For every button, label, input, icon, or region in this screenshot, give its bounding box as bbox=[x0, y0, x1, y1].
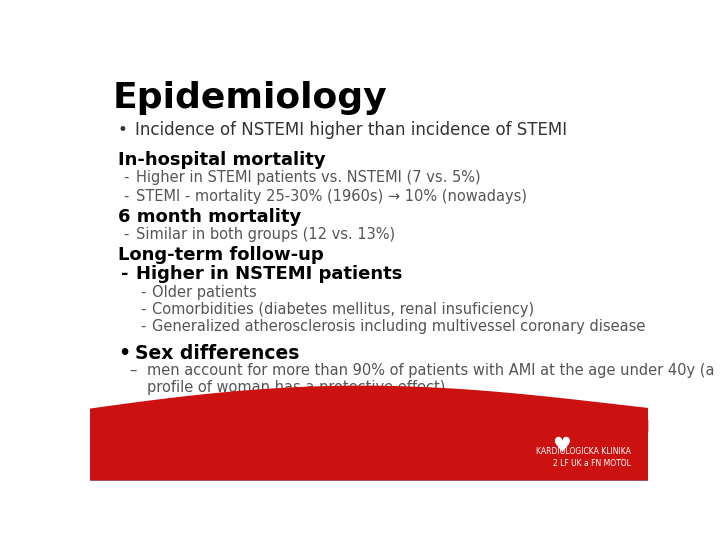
Text: •: • bbox=[118, 121, 127, 139]
Text: Higher in NSTEMI patients: Higher in NSTEMI patients bbox=[136, 266, 402, 284]
Text: Epidemiology: Epidemiology bbox=[112, 82, 387, 116]
Text: Long-term follow-up: Long-term follow-up bbox=[118, 246, 324, 264]
Text: •: • bbox=[118, 401, 130, 420]
Text: Similar in both groups (12 vs. 13%): Similar in both groups (12 vs. 13%) bbox=[136, 227, 395, 242]
Text: Sex differences: Sex differences bbox=[135, 344, 299, 363]
Text: Incidence of NSTEMI higher than incidence of STEMI: Incidence of NSTEMI higher than incidenc… bbox=[135, 121, 567, 139]
Text: 6 month mortality: 6 month mortality bbox=[118, 208, 301, 226]
Text: –: – bbox=[129, 420, 136, 435]
Text: •: • bbox=[118, 344, 130, 363]
Text: Higher in STEMI patients vs. NSTEMI (7 vs. 5%): Higher in STEMI patients vs. NSTEMI (7 v… bbox=[136, 170, 480, 185]
Text: -: - bbox=[140, 302, 145, 316]
Text: STEMI - mortality 25-30% (1960s) → 10% (nowadays): STEMI - mortality 25-30% (1960s) → 10% (… bbox=[136, 189, 527, 204]
Text: Generalized atherosclerosis including multivessel coronary disease: Generalized atherosclerosis including mu… bbox=[153, 319, 646, 334]
Text: -: - bbox=[121, 266, 128, 284]
Text: in patients aged under 40 years only one coronary artery is affected: in patients aged under 40 years only one… bbox=[147, 420, 649, 435]
Text: Age differences: Age differences bbox=[135, 401, 302, 420]
Text: ♥: ♥ bbox=[552, 436, 571, 456]
Text: -: - bbox=[140, 319, 145, 334]
Text: Older patients: Older patients bbox=[153, 285, 257, 300]
Text: -: - bbox=[124, 189, 129, 204]
Text: men account for more than 90% of patients with AMI at the age under 40y (a hormo: men account for more than 90% of patient… bbox=[147, 363, 720, 378]
Text: In-hospital mortality: In-hospital mortality bbox=[118, 151, 325, 168]
Text: profile of woman has a protective effect): profile of woman has a protective effect… bbox=[147, 380, 445, 395]
Text: -: - bbox=[124, 227, 129, 242]
Text: –: – bbox=[129, 363, 136, 378]
Text: Comorbidities (diabetes mellitus, renal insuficiency): Comorbidities (diabetes mellitus, renal … bbox=[153, 302, 535, 316]
Text: -: - bbox=[124, 170, 129, 185]
Text: KARDIOLOGICKA KLINIKA
2 LF UK a FN MOTOL: KARDIOLOGICKA KLINIKA 2 LF UK a FN MOTOL bbox=[536, 447, 631, 468]
Polygon shape bbox=[90, 400, 648, 481]
Text: -: - bbox=[140, 285, 145, 300]
Polygon shape bbox=[90, 386, 648, 481]
